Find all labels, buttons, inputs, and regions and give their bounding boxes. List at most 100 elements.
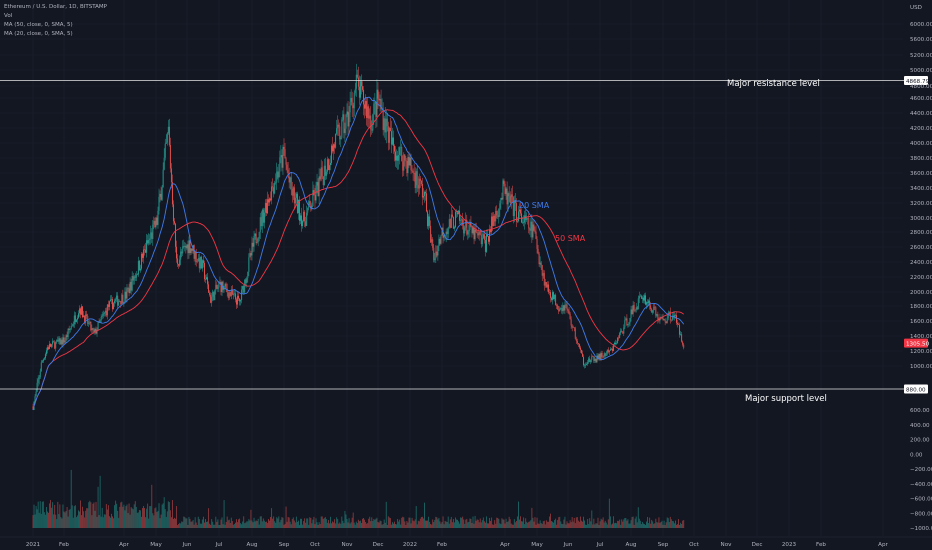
time-axis[interactable]: 2021 Feb Apr May Jun Jul Aug Sep Oct Nov Dec 2022 Fe… [26, 542, 889, 548]
volume-bar [207, 521, 209, 528]
candle-body [323, 165, 325, 186]
volume-bar [156, 512, 158, 528]
volume-bar [69, 509, 71, 528]
volume-bar [526, 521, 528, 528]
candle-body [503, 180, 505, 184]
candle-body [460, 220, 462, 221]
volume-bar [509, 519, 511, 528]
candle-body [319, 176, 321, 180]
candle-body [636, 307, 638, 310]
volume-bar [231, 521, 233, 528]
volume-bar [177, 525, 179, 528]
candle-body [662, 317, 664, 320]
volume-bar [542, 521, 544, 528]
candle-body [226, 288, 228, 293]
volume-bar [413, 521, 415, 528]
price-axis[interactable]: USD 6000.00 5600.00 5200.00 5000.00 4800.00 46… [910, 5, 932, 370]
candle-body [341, 119, 343, 138]
volume-bar [47, 511, 48, 528]
candle-body [514, 200, 516, 204]
volume-bar [441, 521, 443, 528]
volume-bar [259, 516, 261, 528]
volume-bar [682, 520, 684, 528]
candle-body [598, 353, 600, 360]
volume-bar [662, 524, 664, 528]
candle-body [616, 343, 618, 344]
price-tick-label: 1200.00 [910, 349, 932, 355]
volume-bar [333, 522, 335, 528]
volume-bar [178, 523, 180, 528]
volume-bar [297, 520, 299, 528]
volume-bar [523, 517, 525, 528]
price-tick-label: 4600.00 [910, 96, 932, 102]
volume-bar [295, 516, 297, 528]
candle-body [216, 284, 218, 289]
candle-body [550, 292, 551, 298]
candle-body [483, 234, 485, 241]
candle-body [254, 233, 256, 236]
volume-bar [430, 523, 432, 528]
candle-body [588, 358, 590, 363]
candle-body [618, 337, 620, 339]
support-price-label: 880.00 [906, 387, 926, 393]
candle-body [411, 170, 413, 171]
candle-body [198, 258, 200, 269]
candle-body [97, 322, 99, 331]
volume-bar [184, 517, 186, 528]
candle-body [194, 251, 196, 259]
candle-body [479, 231, 481, 235]
volume-bar [508, 516, 510, 528]
volume-bar [163, 497, 165, 528]
volume-bar [348, 518, 350, 528]
volume-bar [208, 508, 210, 528]
volume-bar [344, 510, 346, 528]
volume-bar [474, 515, 476, 528]
candle-body [664, 319, 666, 322]
volume-bar [68, 509, 70, 528]
volume-bar [309, 517, 311, 528]
candle-body [654, 306, 656, 308]
volume-indicator-label[interactable]: Vol [4, 13, 13, 19]
candle-body [99, 320, 101, 323]
candle-body [200, 256, 202, 269]
volume-bar [268, 519, 269, 528]
volume-bar [589, 518, 591, 528]
candle-body [217, 287, 219, 289]
volume-bar [335, 523, 337, 528]
volume-bar [101, 507, 103, 528]
time-tick-label: Apr [119, 542, 129, 548]
candle-body [540, 262, 542, 266]
price-tick-label: 2000.00 [910, 290, 932, 296]
candle-body [271, 186, 273, 201]
volume-bar [477, 519, 479, 528]
candle-body [518, 211, 519, 222]
price-tick-label: 5000.00 [910, 68, 932, 74]
volume-bar [476, 519, 478, 528]
volume-bar [116, 503, 118, 528]
candle-body [199, 256, 201, 269]
volume-bar [126, 504, 128, 528]
candle-body [154, 220, 156, 228]
price-tick-label: 3800.00 [910, 156, 932, 162]
volume-bar [114, 505, 116, 528]
candle-body [563, 305, 565, 311]
volume-bar [343, 523, 345, 528]
candle-body [391, 137, 393, 145]
volume-bar [84, 517, 86, 528]
volume-bar [263, 520, 265, 528]
candle-body [328, 165, 330, 170]
volume-bar [632, 516, 634, 528]
volume-bar [393, 523, 394, 528]
volume-bar [60, 517, 62, 528]
candle-body [126, 288, 128, 299]
ma20-indicator-label[interactable]: MA (20, close, 0, SMA, 5) [4, 31, 73, 37]
volume-bar [496, 517, 498, 528]
volume-bar [303, 521, 305, 528]
candle-body [472, 227, 474, 234]
candle-body [201, 260, 203, 269]
volume-bar [278, 516, 280, 528]
volume-bar [326, 522, 328, 528]
ma50-indicator-label[interactable]: MA (50, close, 0, SMA, 5) [4, 22, 73, 28]
volume-bar [288, 517, 290, 528]
